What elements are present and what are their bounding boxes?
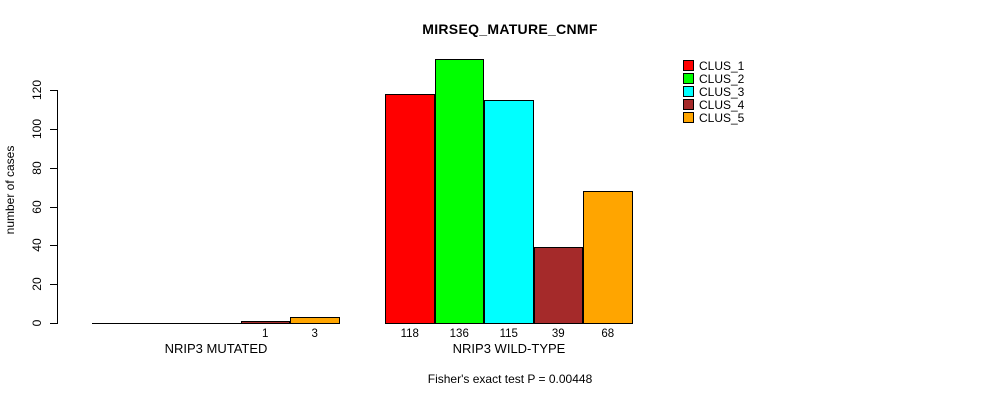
legend-label: CLUS_5 [699,110,745,125]
bar-value-label: 68 [601,328,615,340]
legend-label: CLUS_1 [699,58,745,73]
y-axis-tick [50,90,57,91]
bar-clus_5-mutated [290,317,340,324]
bar-value-label: 115 [499,328,518,340]
y-axis-tick [50,128,57,130]
bar-clus_3-wild-type [484,99,534,324]
legend-item-clus_1: CLUS_1 [683,59,744,72]
group-label-wild-type: NRIP3 WILD-TYPE [452,341,566,356]
y-tick-label: 60 [30,199,44,214]
y-axis-tick [50,323,57,324]
bar-clus_4-wild-type [533,247,583,324]
legend-item-clus_4: CLUS_4 [683,98,744,111]
y-axis-tick [50,245,57,247]
legend-label: CLUS_2 [699,71,745,86]
group-label-mutated: NRIP3 MUTATED [164,341,268,356]
legend: CLUS_1 CLUS_2 CLUS_3 CLUS_4 CLUS_5 [683,59,744,124]
legend-swatch-clus_4 [683,99,694,110]
bar-value-label: 3 [311,328,318,340]
legend-item-clus_5: CLUS_5 [683,111,744,124]
bar-clus_1-wild-type [385,93,435,324]
y-tick-label: 20 [30,277,44,291]
y-axis-label: number of cases [3,145,17,235]
legend-swatch-clus_2 [683,73,694,84]
y-tick-label: 80 [30,160,44,175]
bar-value-label: 39 [551,328,565,340]
bar-value-label: 136 [449,328,469,340]
legend-item-clus_2: CLUS_2 [683,72,744,85]
y-axis-tick [50,206,57,208]
legend-swatch-clus_3 [683,86,694,97]
y-tick-label: 100 [30,118,44,139]
bar-value-label: 118 [400,328,419,340]
group-baseline [92,323,340,324]
footer-note: Fisher's exact test P = 0.00448 [427,372,593,386]
y-axis-tick [50,284,57,286]
y-axis-line [57,90,58,324]
bar-clus_2-wild-type [434,58,484,324]
legend-label: CLUS_4 [699,97,745,112]
chart-title: MIRSEQ_MATURE_CNMF [422,21,598,37]
y-axis-tick [50,167,57,169]
y-tick-label: 40 [30,238,44,253]
legend-swatch-clus_1 [683,60,694,71]
legend-label: CLUS_3 [699,84,745,99]
bar-value-label: 1 [262,328,269,340]
bar-clus_4-mutated [240,321,290,324]
legend-item-clus_3: CLUS_3 [683,85,744,98]
legend-swatch-clus_5 [683,112,694,123]
y-tick-label: 120 [30,79,44,101]
y-tick-label: 0 [30,319,44,327]
bar-clus_5-wild-type [583,190,633,324]
